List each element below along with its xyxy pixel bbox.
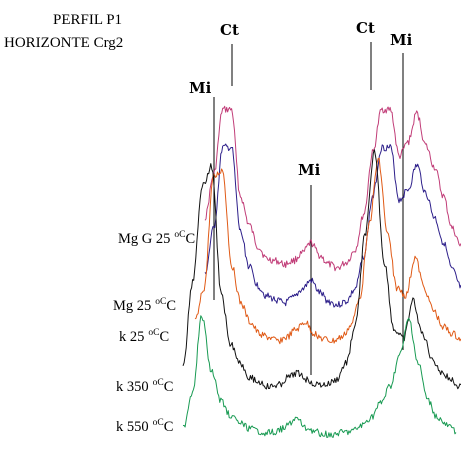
series-name-mg-g-25: Mg G 25 [118, 231, 170, 247]
trace-mg-25 [204, 143, 461, 308]
series-labels: Mg G 25 oCC Mg 25 oCC k 25 oCC k 350 oCC k 5… [113, 230, 195, 435]
peak-label-mi-2: Mi [298, 161, 321, 179]
series-label-k-550: k 550 oCC [116, 418, 173, 435]
figure-title: PERFIL P1 [53, 12, 122, 28]
figure-subtitle: HORIZONTE Crg2 [4, 35, 123, 51]
series-unit-k-350: oC [153, 378, 164, 388]
series-label-mg-25: Mg 25 oCC [113, 297, 176, 314]
trace-mg-g-25 [204, 105, 461, 272]
series-unit-mg-25: oC [155, 297, 166, 307]
peak-label-ct-2: Ct [356, 19, 375, 37]
series-name-k-350: k 350 [116, 379, 149, 395]
series-unit-k-550: oC [153, 418, 164, 428]
series-label-k-350: k 350 oCC [116, 378, 173, 395]
trace-k-350 [182, 149, 461, 390]
trace-k-550 [182, 315, 457, 438]
peak-label-mi-3: Mi [390, 31, 413, 49]
series-name-mg-25: Mg 25 [113, 298, 151, 314]
series-name-k-550: k 550 [116, 419, 149, 435]
series-label-mg-g-25: Mg G 25 oCC [118, 230, 195, 247]
peak-label-mi-1: Mi [189, 79, 212, 97]
diffractogram-traces [182, 105, 461, 438]
series-label-k-25: k 25 oCC [119, 328, 169, 345]
series-name-k-25: k 25 [119, 329, 144, 345]
trace-k-25 [194, 157, 461, 345]
peak-reference-lines [213, 42, 404, 375]
series-unit-k-25: oC [148, 328, 159, 338]
peak-label-ct-1: Ct [220, 21, 239, 39]
series-unit-mg-g-25: oC [174, 230, 185, 240]
